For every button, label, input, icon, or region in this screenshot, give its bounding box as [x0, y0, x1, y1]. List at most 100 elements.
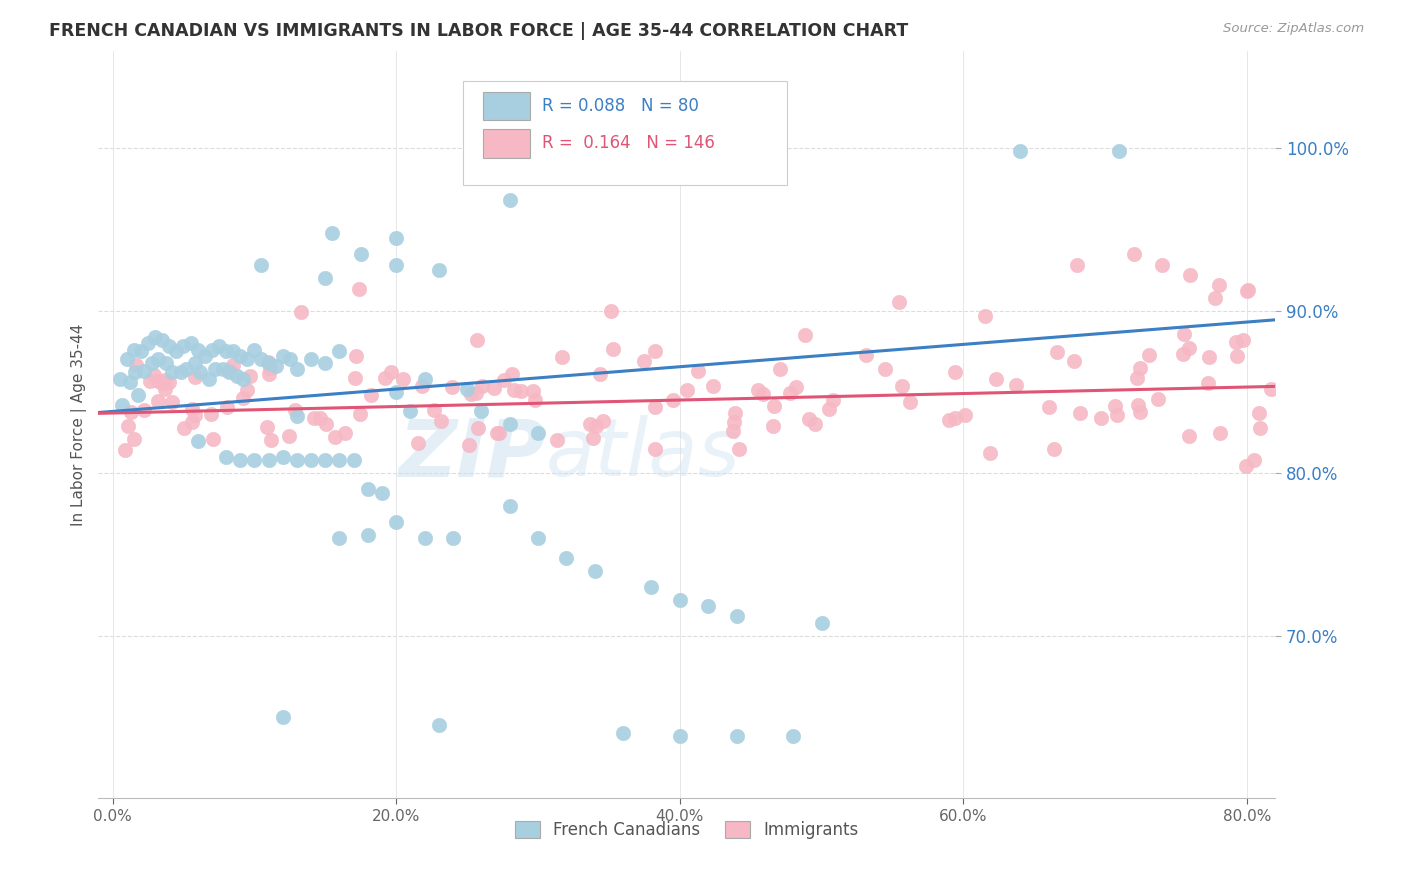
Point: [427, 718, 450, 732]
Point: [1180, 268, 1202, 282]
Point: [399, 404, 422, 418]
Point: [271, 450, 294, 464]
Point: [588, 367, 610, 381]
Point: [821, 392, 844, 407]
Point: [257, 354, 280, 368]
Point: [793, 327, 815, 342]
Point: [523, 392, 546, 407]
Point: [385, 258, 408, 272]
Point: [898, 394, 921, 409]
Point: [762, 419, 785, 434]
Point: [810, 615, 832, 630]
Point: [457, 437, 479, 451]
Point: [644, 400, 666, 414]
Text: ZIP: ZIP: [398, 416, 546, 493]
Point: [697, 599, 720, 614]
Point: [779, 385, 801, 400]
Point: [522, 384, 544, 398]
Point: [373, 370, 395, 384]
FancyBboxPatch shape: [484, 129, 530, 158]
Point: [1126, 398, 1149, 412]
Point: [640, 145, 662, 159]
Point: [1150, 258, 1173, 272]
Point: [498, 193, 520, 207]
Point: [456, 382, 478, 396]
Point: [1225, 335, 1247, 350]
Point: [201, 343, 224, 357]
Point: [640, 580, 662, 594]
Point: [114, 442, 136, 457]
Point: [725, 609, 748, 624]
Point: [257, 453, 280, 467]
Point: [155, 356, 177, 370]
Point: [1090, 411, 1112, 425]
Point: [782, 730, 804, 744]
Point: [150, 376, 173, 391]
Point: [510, 384, 533, 398]
Point: [891, 378, 914, 392]
Point: [236, 352, 259, 367]
Point: [797, 411, 820, 425]
Point: [430, 413, 453, 427]
Point: [498, 417, 520, 432]
Point: [271, 349, 294, 363]
Point: [229, 349, 252, 363]
Point: [644, 442, 666, 456]
Point: [349, 282, 371, 296]
Point: [1243, 453, 1265, 467]
Point: [986, 372, 1008, 386]
Point: [471, 379, 494, 393]
Point: [260, 434, 283, 448]
Point: [600, 303, 623, 318]
Point: [973, 309, 995, 323]
Point: [1042, 442, 1064, 456]
Point: [441, 379, 464, 393]
Point: [328, 531, 350, 545]
Point: [250, 352, 273, 367]
Point: [579, 417, 602, 431]
Point: [1129, 405, 1152, 419]
Point: [115, 352, 138, 367]
Point: [172, 339, 194, 353]
Point: [129, 344, 152, 359]
Point: [467, 421, 489, 435]
Point: [644, 343, 666, 358]
Point: [315, 417, 337, 431]
FancyBboxPatch shape: [484, 92, 530, 120]
Point: [501, 145, 523, 159]
Point: [1066, 258, 1088, 272]
Point: [250, 258, 273, 272]
Point: [1063, 354, 1085, 368]
Point: [290, 305, 312, 319]
Point: [184, 408, 207, 422]
Point: [165, 344, 187, 359]
Point: [1237, 283, 1260, 297]
Point: [201, 432, 224, 446]
Point: [357, 528, 380, 542]
Point: [180, 336, 202, 351]
Point: [117, 418, 139, 433]
Point: [441, 531, 464, 545]
Point: [222, 359, 245, 373]
Point: [494, 373, 516, 387]
Point: [668, 730, 690, 744]
Point: [335, 425, 357, 440]
Point: [1178, 429, 1201, 443]
Point: [314, 453, 336, 467]
Point: [385, 230, 408, 244]
Point: [299, 352, 322, 367]
Point: [321, 226, 343, 240]
Point: [1129, 360, 1152, 375]
Point: [146, 352, 169, 367]
Point: [285, 453, 308, 467]
Point: [229, 453, 252, 467]
Point: [343, 453, 366, 467]
Point: [460, 387, 482, 401]
Point: [278, 352, 301, 367]
Point: [855, 348, 877, 362]
Point: [488, 426, 510, 441]
Point: [527, 531, 550, 545]
Point: [328, 344, 350, 359]
Point: [212, 362, 235, 376]
Point: [1046, 344, 1069, 359]
